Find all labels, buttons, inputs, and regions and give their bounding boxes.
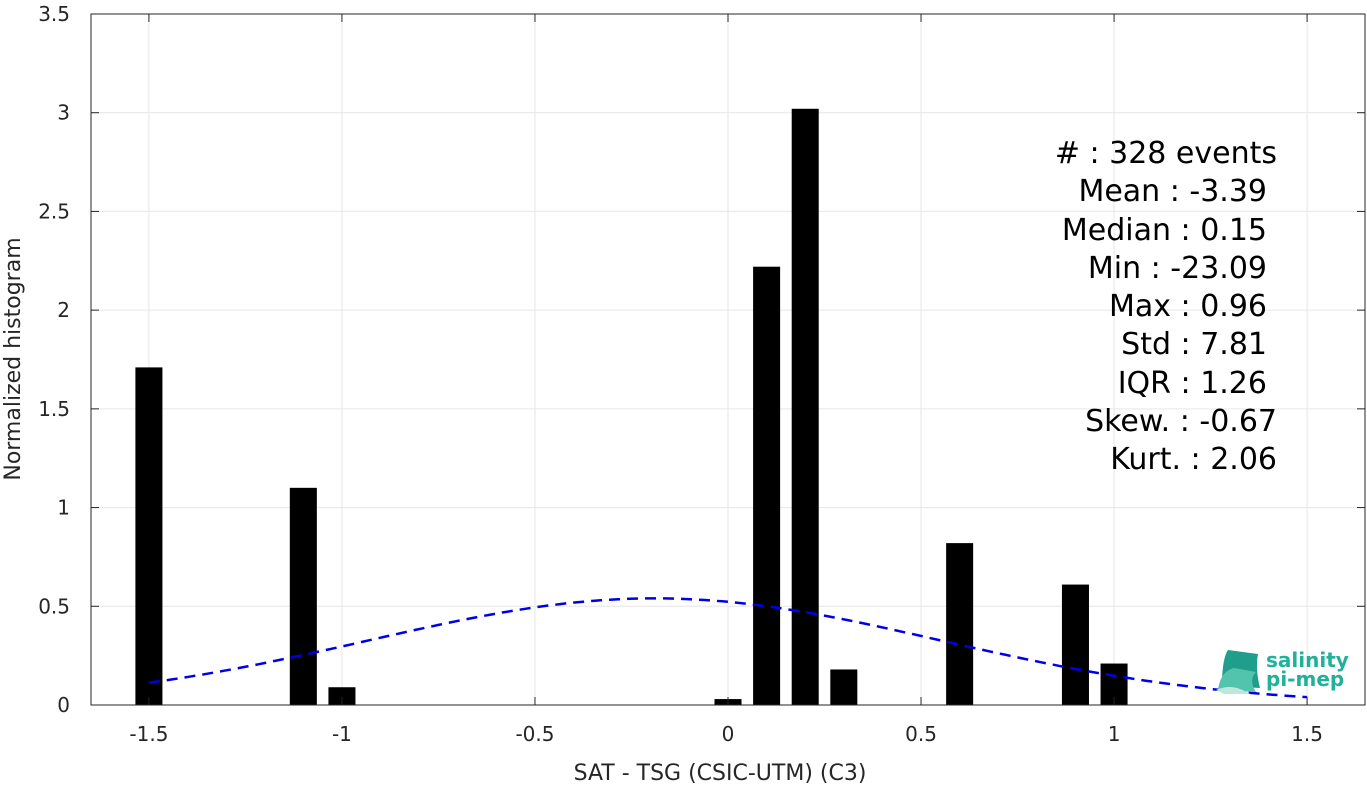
logo-line-2: pi-mep — [1266, 667, 1344, 691]
stats-line-median: Median : 0.15 — [1062, 213, 1267, 248]
y-tick-label: 0 — [57, 693, 70, 717]
y-tick-label: 3.5 — [38, 2, 70, 26]
logo-line-1: salinity — [1266, 648, 1349, 672]
stats-line-min: Min : -23.09 — [1088, 251, 1267, 286]
y-tick-label: 1.5 — [38, 397, 70, 421]
x-tick-label: -1 — [332, 722, 352, 746]
fit-curve-group — [148, 597, 1308, 699]
histogram-bar — [289, 487, 317, 705]
stats-box: # : 328 events Mean : -3.39 Median : 0.1… — [1055, 136, 1277, 477]
stats-line-max: Max : 0.96 — [1109, 289, 1267, 324]
stats-line-mean: Mean : -3.39 — [1078, 174, 1267, 209]
histogram-bar — [1061, 584, 1089, 705]
y-tick-label: 2.5 — [38, 199, 70, 223]
stats-line-events: # : 328 events — [1055, 136, 1277, 171]
y-axis-label: Normalized histogram — [1, 237, 26, 480]
histogram-bar — [830, 669, 858, 705]
histogram-bar — [791, 108, 819, 705]
x-tick-label: 1.5 — [1291, 722, 1323, 746]
x-tick-label: -0.5 — [515, 722, 554, 746]
x-tick-label: -1.5 — [129, 722, 168, 746]
stats-line-skew: Skew. : -0.67 — [1085, 404, 1277, 439]
bars-group — [135, 108, 1128, 705]
histogram-bar — [946, 543, 974, 705]
histogram-bar — [328, 687, 356, 705]
histogram-bar — [753, 266, 781, 705]
x-axis-label: SAT - TSG (CSIC-UTM) (C3) — [574, 761, 867, 785]
y-tick-label: 2 — [57, 298, 70, 322]
y-tick-label: 0.5 — [38, 594, 70, 618]
gaussian-fit-curve — [148, 597, 1308, 699]
salinity-pi-mep-logo: salinity pi-mep — [1216, 648, 1349, 694]
wave-logo-icon — [1216, 650, 1260, 694]
histogram-bar — [135, 367, 163, 705]
x-tick-label: 1 — [1108, 722, 1121, 746]
x-tick-label: 0.5 — [905, 722, 937, 746]
y-tick-label: 3 — [57, 101, 70, 125]
axis-ticks: -1.5 -1 -0.5 0 0.5 1 1.5 0 0.5 1 1.5 2 2.5 3 3.5 — [38, 2, 1365, 746]
y-tick-label: 1 — [57, 496, 70, 520]
stats-line-kurt: Kurt. : 2.06 — [1110, 442, 1277, 477]
x-tick-label: 0 — [722, 722, 735, 746]
stats-line-iqr: IQR : 1.26 — [1118, 366, 1267, 401]
stats-line-std: Std : 7.81 — [1121, 327, 1267, 362]
